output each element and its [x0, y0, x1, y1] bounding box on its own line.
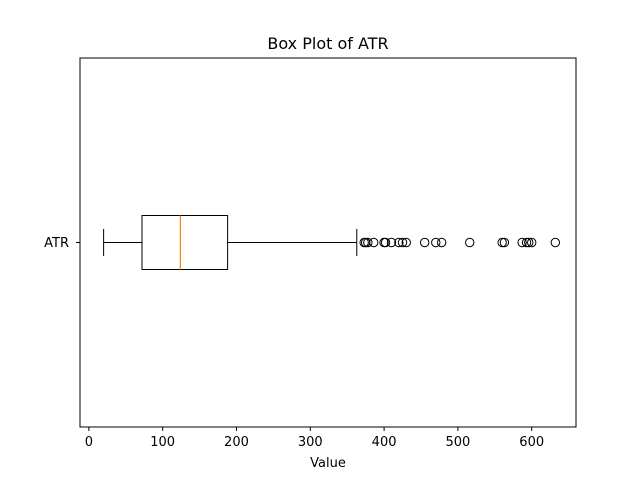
outlier-point: [524, 237, 534, 248]
outlier-point: [497, 237, 507, 248]
x-tick-label: 300: [298, 435, 323, 450]
outlier-point: [380, 237, 391, 248]
outlier-point: [431, 237, 441, 248]
outlier-point: [419, 237, 430, 248]
outlier-point: [397, 237, 408, 248]
x-axis-label: Value: [310, 456, 346, 471]
outlier-point: [369, 237, 379, 248]
x-tick-label: 400: [372, 435, 397, 450]
outlier-point: [550, 237, 561, 248]
plot-area: [103, 215, 561, 270]
outlier-point: [394, 237, 404, 248]
outlier-point: [499, 237, 510, 248]
x-tick-label: 200: [224, 435, 249, 450]
y-axis: ATR: [44, 236, 80, 251]
outlier-point: [521, 237, 532, 248]
x-tick-label: 600: [519, 435, 544, 450]
outlier-point: [401, 237, 411, 248]
outlier-point: [386, 237, 397, 248]
outlier-point: [517, 237, 527, 248]
x-tick-label: 100: [150, 435, 175, 450]
y-tick-label: ATR: [44, 236, 69, 251]
outlier-point: [436, 237, 447, 248]
chart-title: Box Plot of ATR: [267, 34, 388, 53]
outlier-point: [465, 237, 475, 248]
x-tick-label: 0: [85, 435, 93, 450]
outlier-point: [363, 237, 373, 248]
x-axis: 0 100 200 300 400 500 600: [85, 427, 544, 450]
iqr-box: [141, 215, 229, 270]
outlier-point: [527, 237, 537, 248]
x-tick-label: 500: [445, 435, 470, 450]
